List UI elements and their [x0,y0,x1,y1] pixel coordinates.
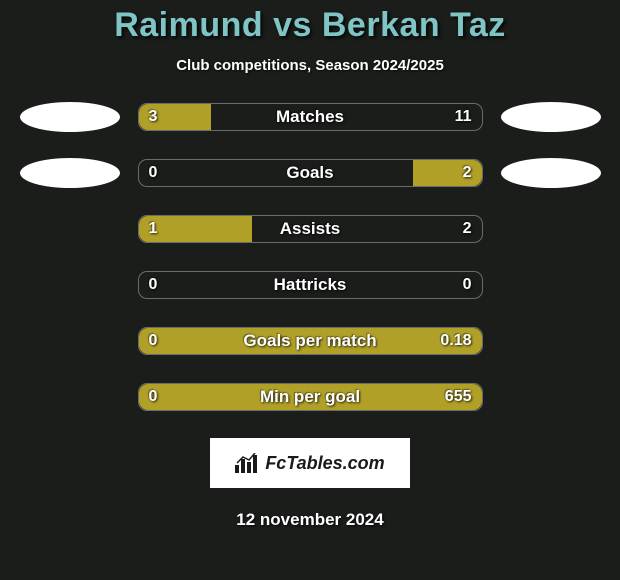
stat-label: Matches [139,107,482,127]
stat-bar: 02Goals [138,159,483,187]
logo-text: FcTables.com [265,453,384,474]
comparison-infographic: Raimund vs Berkan Taz Club competitions,… [0,0,620,530]
stat-row: 12Assists [0,214,620,244]
player-badge-left [20,158,120,188]
stat-row: 311Matches [0,102,620,132]
stat-label: Min per goal [139,387,482,407]
player-badge-right [501,102,601,132]
stat-bar: 311Matches [138,103,483,131]
stat-label: Goals per match [139,331,482,351]
player-badge-right [501,158,601,188]
stat-row: 00Hattricks [0,270,620,300]
stat-bar: 00Hattricks [138,271,483,299]
stat-row: 00.18Goals per match [0,326,620,356]
page-title: Raimund vs Berkan Taz [0,6,620,45]
stat-bar: 12Assists [138,215,483,243]
fctables-logo: FcTables.com [210,438,410,488]
chart-icon [235,453,259,473]
subtitle: Club competitions, Season 2024/2025 [0,57,620,74]
stat-label: Goals [139,163,482,183]
stat-label: Assists [139,219,482,239]
stat-row: 02Goals [0,158,620,188]
date-label: 12 november 2024 [0,510,620,530]
stat-bar: 00.18Goals per match [138,327,483,355]
stat-label: Hattricks [139,275,482,295]
stat-row: 0655Min per goal [0,382,620,412]
stat-bar: 0655Min per goal [138,383,483,411]
player-badge-left [20,102,120,132]
